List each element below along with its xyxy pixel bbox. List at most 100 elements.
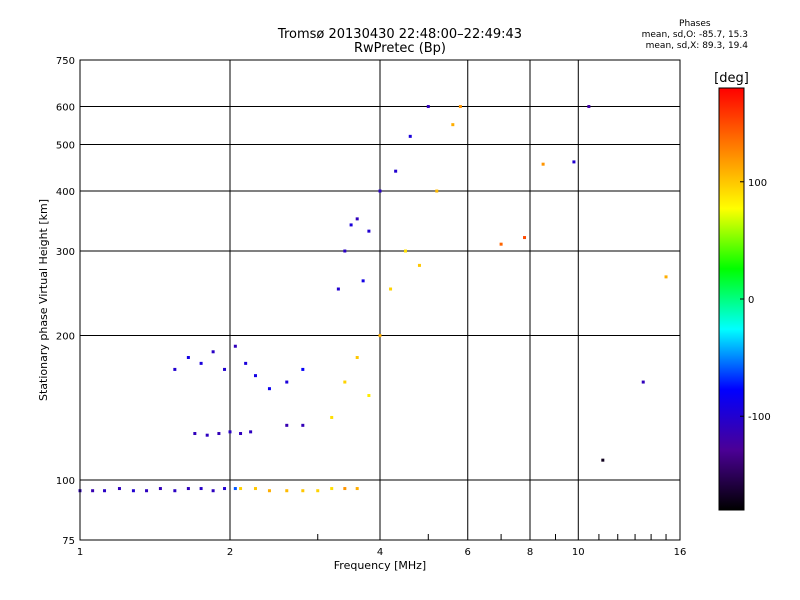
data-point	[205, 433, 209, 437]
data-point	[355, 355, 359, 359]
data-point	[408, 134, 412, 138]
data-point	[541, 162, 545, 166]
colorbar-tick-label-0: 0	[748, 295, 754, 306]
data-point	[343, 487, 347, 491]
data-point	[330, 415, 334, 419]
data-point	[367, 394, 371, 398]
x-tick-label-10: 10	[572, 547, 585, 558]
data-point	[253, 487, 257, 491]
data-point	[173, 367, 177, 371]
x-tick-label-4: 4	[377, 547, 383, 558]
x-tick-label-16: 16	[674, 547, 687, 558]
x-axis-ticks: 1 2 4 6 8 10 16	[77, 534, 687, 558]
data-point	[217, 432, 221, 436]
data-point	[186, 487, 190, 491]
phases-x-stats: mean, sd,X: 89.3, 19.4	[645, 41, 748, 51]
data-point	[316, 489, 320, 493]
scatter-points	[78, 105, 668, 493]
data-point	[244, 361, 248, 365]
data-point	[336, 287, 340, 291]
data-point	[343, 380, 347, 384]
x-tick-label-1: 1	[77, 547, 83, 558]
data-point	[103, 489, 107, 493]
y-axis-ticks: 75 100 200 300 400 500 600 750	[56, 56, 75, 547]
data-point	[587, 105, 591, 109]
data-point	[117, 487, 121, 491]
phases-o-stats: mean, sd,O: -85.7, 15.3	[641, 30, 748, 40]
y-axis-label: Stationary phase Virtual Height [km]	[37, 199, 50, 401]
data-point	[223, 367, 227, 371]
data-point	[285, 489, 289, 493]
data-point	[233, 487, 237, 491]
data-point	[193, 432, 197, 436]
chart-title: Tromsø 20130430 22:48:00–22:49:43	[277, 27, 523, 42]
data-point	[131, 489, 135, 493]
data-point	[572, 160, 576, 164]
data-point	[417, 263, 421, 267]
data-point	[199, 361, 203, 365]
data-point	[389, 287, 393, 291]
data-point	[301, 367, 305, 371]
data-point	[145, 489, 149, 493]
data-point	[199, 487, 203, 491]
data-point	[267, 387, 271, 391]
data-point	[435, 189, 439, 193]
data-point	[355, 487, 359, 491]
data-point	[641, 380, 645, 384]
data-point	[186, 355, 190, 359]
data-point	[426, 105, 430, 109]
y-tick-label-600: 600	[56, 103, 75, 114]
data-point	[267, 489, 271, 493]
data-point	[239, 487, 243, 491]
data-point	[523, 236, 527, 240]
data-point	[239, 432, 243, 436]
data-point	[451, 123, 455, 127]
data-point	[253, 374, 257, 378]
grid-lines	[80, 60, 680, 540]
data-point	[301, 489, 305, 493]
x-tick-label-8: 8	[527, 547, 533, 558]
data-point	[228, 430, 232, 434]
data-point	[367, 229, 371, 233]
data-point	[211, 489, 215, 493]
data-point	[249, 430, 253, 434]
data-point	[394, 169, 398, 173]
x-tick-label-6: 6	[465, 547, 471, 558]
y-tick-label-500: 500	[56, 141, 75, 152]
y-tick-label-100: 100	[56, 476, 75, 487]
data-point	[378, 189, 382, 193]
colorbar-label: [deg]	[714, 71, 749, 86]
phases-title: Phases	[679, 19, 711, 29]
data-point	[355, 217, 359, 221]
y-tick-label-300: 300	[56, 247, 75, 258]
data-point	[458, 105, 462, 109]
data-point	[91, 489, 95, 493]
data-point	[601, 458, 605, 462]
y-tick-label-750: 750	[56, 56, 75, 67]
colorbar-tick-label-100: 100	[748, 178, 767, 189]
y-tick-label-400: 400	[56, 187, 75, 198]
data-point	[233, 344, 237, 348]
data-point	[343, 249, 347, 253]
phases-legend: Phases mean, sd,O: -85.7, 15.3 mean, sd,…	[642, 19, 748, 52]
y-tick-label-200: 200	[56, 332, 75, 343]
data-point	[173, 489, 177, 493]
data-point	[158, 487, 162, 491]
data-point	[285, 380, 289, 384]
colorbar	[718, 87, 745, 511]
data-point	[285, 423, 289, 427]
data-point	[330, 487, 334, 491]
data-point	[349, 223, 353, 227]
x-tick-label-2: 2	[227, 547, 233, 558]
data-point	[361, 279, 365, 283]
data-point	[403, 249, 407, 253]
data-point	[301, 423, 305, 427]
x-axis-label: Frequency [MHz]	[334, 559, 426, 572]
data-point	[664, 275, 668, 279]
chart-subtitle: RwPretec (Bp)	[353, 41, 447, 56]
data-point	[211, 350, 215, 354]
colorbar-tick-label--100: -100	[748, 412, 771, 423]
y-tick-label-75: 75	[62, 536, 75, 547]
data-point	[223, 487, 227, 491]
